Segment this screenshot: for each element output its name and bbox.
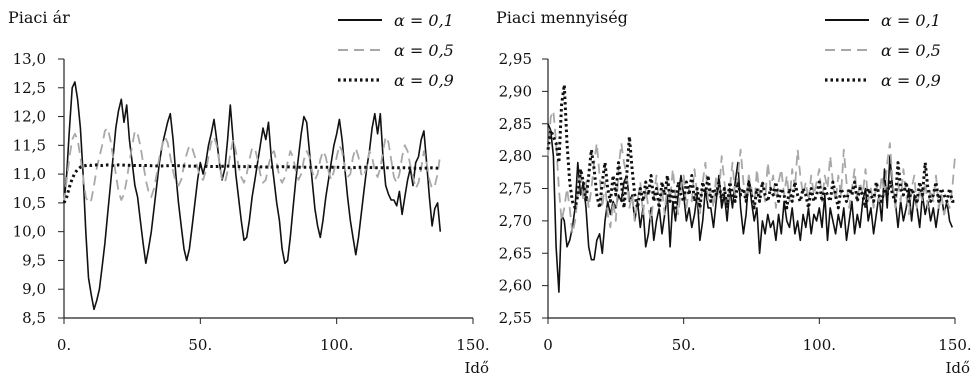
- price-x-tick-label: 50.: [188, 336, 212, 354]
- quantity-x-tick-label: 0: [543, 336, 553, 354]
- quantity-y-tick-label: 2,75: [499, 180, 532, 198]
- price-y-tick-label: 11,0: [13, 165, 46, 183]
- price-x-axis-label: Idő: [464, 359, 489, 377]
- quantity-y-tick-label: 2,90: [499, 82, 532, 100]
- price-legend-label-1: α = 0,1: [394, 11, 454, 30]
- price-legend-label-3: α = 0,9: [394, 71, 454, 90]
- quantity-chart-title: Piaci mennyiség: [496, 8, 628, 27]
- quantity-series-line-3: [546, 83, 955, 210]
- quantity-y-tick-label: 2,85: [499, 115, 532, 133]
- quantity-y-tick-label: 2,80: [499, 147, 532, 165]
- quantity-y-tick-label: 2,55: [499, 309, 532, 327]
- price-y-tick-label: 9,0: [22, 280, 46, 298]
- quantity-series-line-2: [547, 109, 956, 235]
- quantity-x-axis-label: Idő: [945, 359, 970, 377]
- price-y-tick-label: 8,5: [22, 309, 46, 327]
- price-y-tick-label: 10,0: [13, 223, 46, 241]
- quantity-y-tick-label: 2,70: [499, 212, 532, 230]
- price-x-tick-label: 150.: [456, 336, 489, 354]
- price-y-tick-label: 12,5: [13, 79, 46, 97]
- price-x-tick-label: 0.: [57, 336, 71, 354]
- quantity-series-line-1: [547, 123, 954, 293]
- price-legend: α = 0,1 α = 0,5 α = 0,9: [338, 11, 454, 90]
- quantity-y-tick-label: 2,95: [499, 50, 532, 68]
- price-y-tick-label: 12,0: [13, 108, 46, 126]
- quantity-legend-label-3: α = 0,9: [881, 71, 941, 90]
- quantity-legend: α = 0,1 α = 0,5 α = 0,9: [825, 11, 941, 90]
- quantity-legend-label-1: α = 0,1: [881, 11, 941, 30]
- quantity-x-tick-label: 50.: [672, 336, 696, 354]
- quantity-x-tick-label: 100.: [803, 336, 836, 354]
- price-y-tick-label: 11,5: [13, 136, 46, 154]
- price-legend-label-2: α = 0,5: [394, 41, 454, 60]
- price-panel: Piaci ár Idő 8,5 9,0 9,5 10,0 10,5 11,0 11,5 12…: [8, 8, 490, 377]
- price-y-tick-label: 9,5: [22, 251, 46, 269]
- price-y-tick-label: 13,0: [13, 50, 46, 68]
- quantity-x-tick-label: 150.: [938, 336, 971, 354]
- price-chart-title: Piaci ár: [8, 8, 70, 27]
- quantity-panel: Piaci mennyiség Idő 2,55 2,60 2,65 2,70 2,75…: [496, 8, 972, 377]
- price-series-line-1: [63, 81, 442, 311]
- price-y-tick-label: 10,5: [13, 194, 46, 212]
- quantity-y-tick-label: 2,65: [499, 244, 532, 262]
- quantity-legend-label-2: α = 0,5: [881, 41, 941, 60]
- price-series-line-2: [63, 127, 442, 204]
- quantity-y-tick-label: 2,60: [499, 277, 532, 295]
- price-x-tick-label: 100.: [320, 336, 353, 354]
